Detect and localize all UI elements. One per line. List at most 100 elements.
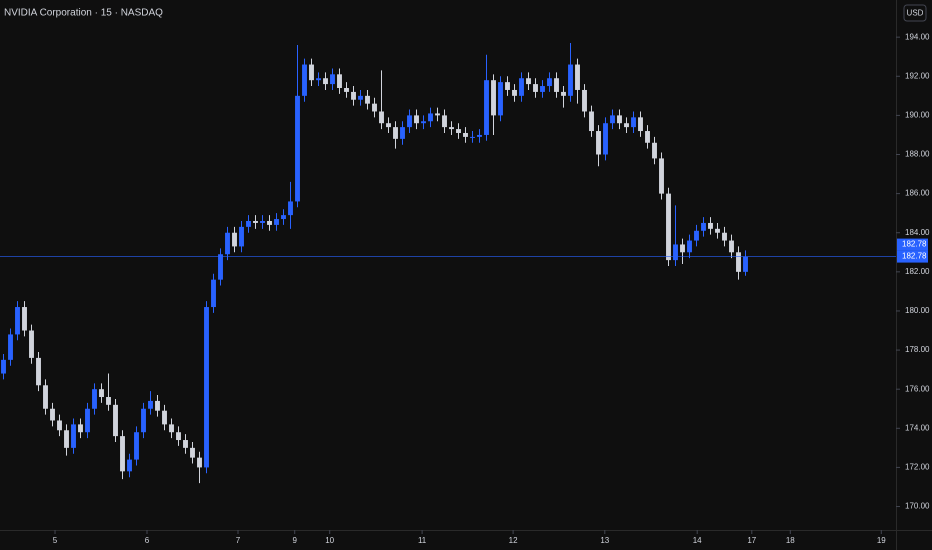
y-tick-label: 176.00: [905, 384, 930, 393]
candle-body: [596, 131, 601, 155]
candle-body: [561, 91, 566, 96]
candle-body: [666, 193, 671, 261]
candle-body: [428, 113, 433, 122]
candle-body: [239, 226, 244, 247]
candle-body: [57, 420, 62, 431]
candle-body: [71, 424, 76, 448]
candle-body: [344, 88, 349, 92]
candle-body: [141, 408, 146, 433]
y-tick-label: 170.00: [905, 502, 930, 511]
candle-body: [582, 89, 587, 112]
candle-body: [113, 404, 118, 437]
candle-body: [323, 78, 328, 85]
candle-body: [211, 279, 216, 308]
candle-body: [267, 220, 272, 225]
candle-body: [743, 256, 748, 272]
candle-body: [400, 127, 405, 139]
last-price-label: 182.78: [902, 252, 927, 261]
candle-body: [463, 132, 468, 137]
y-tick-label: 188.00: [905, 150, 930, 159]
x-tick-label: 17: [747, 536, 756, 545]
candle-body: [351, 91, 356, 100]
x-tick-label: 7: [236, 536, 241, 545]
last-price-badge: [897, 250, 928, 263]
candle-body: [393, 127, 398, 139]
candle-body: [638, 117, 643, 132]
last-price-label: 182.78: [902, 240, 927, 249]
candle-body: [274, 219, 279, 225]
candle-body: [148, 400, 153, 409]
candle-body: [358, 95, 363, 100]
candle-body: [435, 113, 440, 116]
candle-body: [540, 86, 545, 92]
candle-body: [708, 222, 713, 229]
currency-label[interactable]: USD: [907, 9, 924, 18]
candle-body: [505, 82, 510, 90]
candle-body: [491, 80, 496, 116]
candle-body: [533, 84, 538, 92]
candle-body: [78, 424, 83, 433]
candle-body: [134, 432, 139, 460]
candle-body: [183, 440, 188, 448]
candle-body: [1, 359, 6, 374]
candle-body: [449, 127, 454, 130]
candle-body: [99, 389, 104, 398]
candle-body: [302, 64, 307, 96]
candle-body: [43, 385, 48, 409]
candle-body: [225, 232, 230, 255]
candle-body: [316, 78, 321, 81]
chart-title: NVIDIA Corporation · 15 · NASDAQ: [4, 8, 163, 19]
candle-body: [155, 400, 160, 411]
candle-body: [652, 142, 657, 159]
candle-body: [15, 307, 20, 335]
candle-body: [547, 78, 552, 87]
y-tick-label: 180.00: [905, 306, 930, 315]
candle-body: [617, 115, 622, 124]
x-tick-label: 6: [145, 536, 150, 545]
candle-body: [512, 89, 517, 96]
candle-body: [687, 240, 692, 253]
candle-body: [8, 334, 13, 360]
candle-body: [232, 232, 237, 247]
y-tick-label: 194.00: [905, 32, 930, 41]
candle-body: [365, 95, 370, 104]
x-tick-label: 5: [53, 536, 58, 545]
candle-body: [484, 80, 489, 135]
candle-body: [372, 103, 377, 112]
candle-body: [694, 230, 699, 241]
candle-body: [162, 410, 167, 425]
candle-body: [29, 330, 34, 358]
candle-body: [645, 131, 650, 143]
candle-body: [736, 252, 741, 272]
candle-body: [722, 232, 727, 241]
candle-body: [673, 244, 678, 261]
candle-body: [169, 424, 174, 433]
candle-body: [414, 115, 419, 124]
candle-body: [407, 115, 412, 128]
candle-body: [197, 457, 202, 468]
candle-body: [589, 111, 594, 132]
candle-body: [204, 307, 209, 468]
candle-body: [715, 228, 720, 233]
x-tick-label: 14: [693, 536, 702, 545]
currency-button[interactable]: [903, 4, 927, 22]
candle-body: [554, 78, 559, 92]
candle-body: [386, 123, 391, 128]
x-tick-label: 13: [600, 536, 609, 545]
y-tick-label: 172.00: [905, 463, 930, 472]
x-tick-label: 10: [325, 536, 334, 545]
candle-body: [309, 64, 314, 81]
y-tick-label: 192.00: [905, 71, 930, 80]
candle-body: [603, 123, 608, 155]
candle-body: [64, 430, 69, 448]
candle-body: [610, 115, 615, 124]
candle-body: [120, 436, 125, 472]
candle-body: [330, 74, 335, 85]
y-tick-label: 190.00: [905, 110, 930, 119]
candle-body: [442, 115, 447, 128]
candle-body: [568, 64, 573, 96]
y-tick-label: 174.00: [905, 423, 930, 432]
